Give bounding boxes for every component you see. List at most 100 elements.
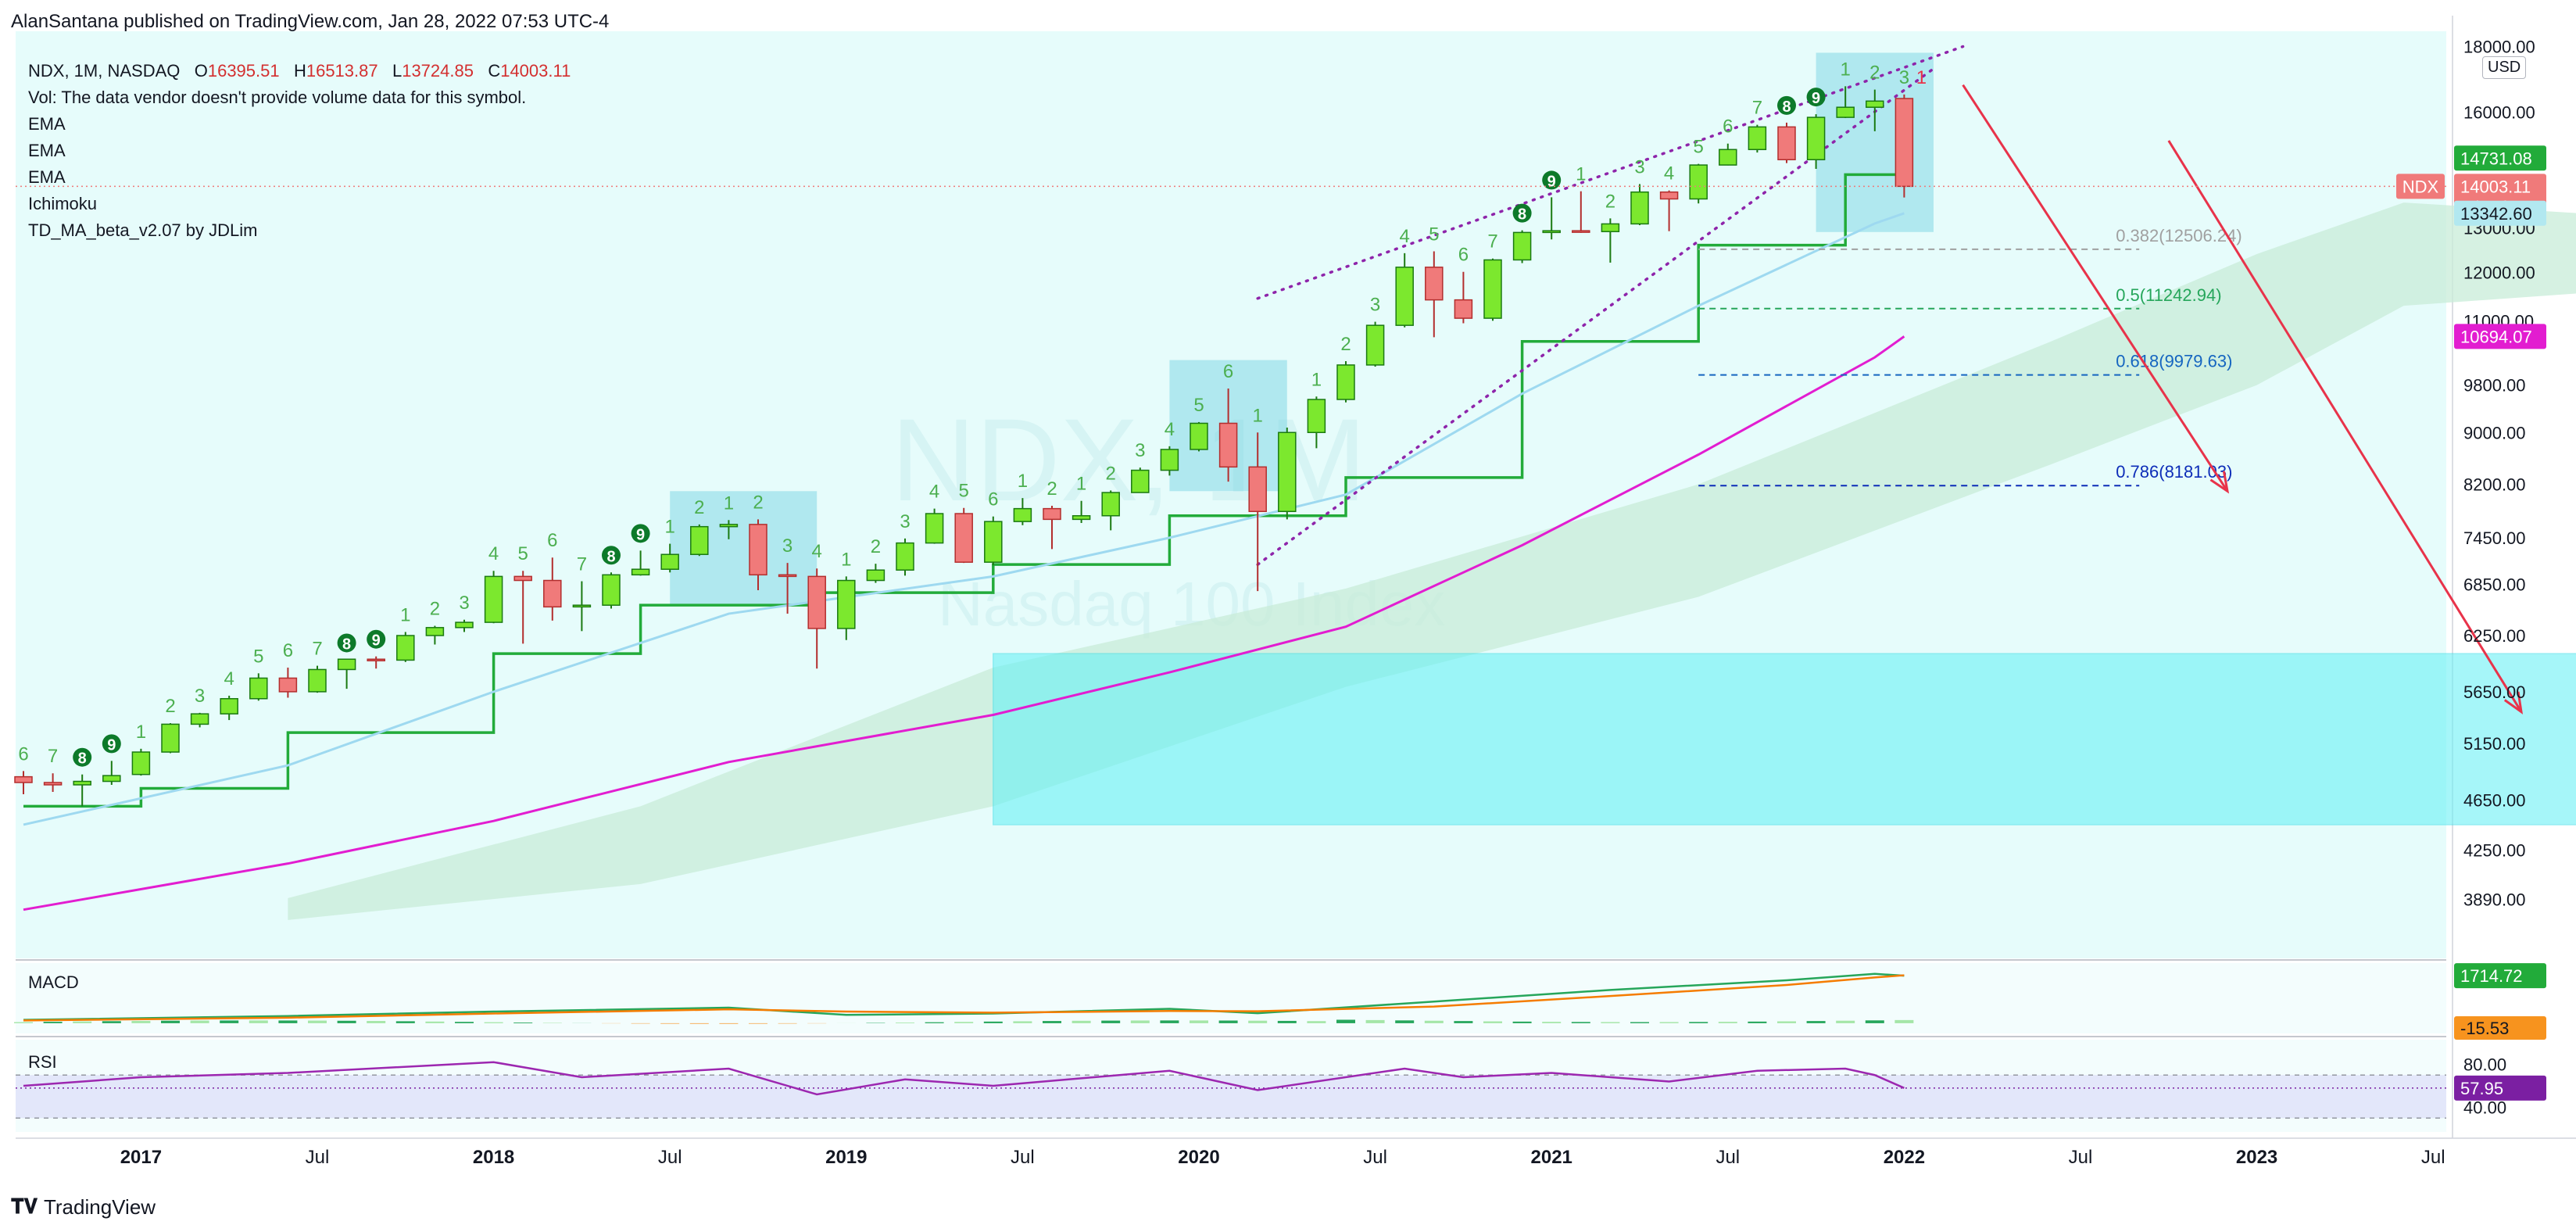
candle[interactable]	[1894, 98, 1914, 188]
candle[interactable]	[778, 574, 797, 578]
candle[interactable]	[896, 542, 914, 571]
macd-histogram-bar	[43, 1022, 63, 1023]
legend-ohlc-row[interactable]: NDX, 1M, NASDAQ O16395.51 H16513.87 L137…	[28, 58, 571, 84]
candle[interactable]	[602, 574, 621, 606]
legend-td-indicator[interactable]: TD_MA_beta_v2.07 by JDLim	[28, 220, 258, 240]
rsi-line[interactable]	[23, 1061, 1905, 1096]
candle[interactable]	[1043, 507, 1061, 521]
candle[interactable]	[1307, 399, 1326, 434]
candle[interactable]	[161, 723, 180, 753]
candle[interactable]	[14, 775, 33, 783]
candle[interactable]	[1395, 267, 1414, 326]
ema-line[interactable]	[23, 212, 1905, 826]
candle[interactable]	[1601, 223, 1620, 233]
candle[interactable]	[396, 635, 415, 661]
candle[interactable]	[1630, 191, 1649, 225]
ema-line[interactable]	[23, 335, 1905, 911]
candle[interactable]	[1190, 422, 1208, 450]
candle[interactable]	[337, 658, 356, 671]
candle[interactable]	[1836, 106, 1855, 118]
candle[interactable]	[1748, 126, 1767, 151]
candle[interactable]	[1278, 432, 1297, 513]
rsi-pane-label[interactable]: RSI	[28, 1052, 57, 1072]
candle[interactable]	[631, 568, 650, 576]
legend-ema-2[interactable]: EMA	[28, 141, 66, 160]
candle[interactable]	[367, 658, 385, 662]
macd-histogram-bar	[1836, 1020, 1855, 1023]
candle[interactable]	[1719, 149, 1737, 166]
candle[interactable]	[1013, 507, 1032, 522]
candle[interactable]	[1425, 267, 1444, 301]
target-zone-rect[interactable]	[993, 653, 2576, 826]
td-count: 4	[488, 543, 499, 564]
candle[interactable]	[1101, 492, 1120, 517]
candle[interactable]	[513, 575, 532, 582]
macd-pane-label[interactable]: MACD	[28, 972, 79, 992]
legend-ichimoku[interactable]: Ichimoku	[28, 194, 98, 213]
candle[interactable]	[572, 604, 592, 608]
highlight-box[interactable]	[1816, 52, 1934, 232]
candle[interactable]	[484, 575, 503, 623]
currency-label[interactable]: USD	[2482, 56, 2527, 79]
footer-brand[interactable]: 𝐓𝐕 TradingView	[11, 1194, 156, 1219]
candle[interactable]	[190, 713, 209, 725]
candle[interactable]	[73, 780, 91, 786]
candle[interactable]	[131, 751, 151, 775]
candle[interactable]	[690, 525, 709, 555]
candle[interactable]	[807, 575, 826, 629]
candle[interactable]	[719, 524, 739, 528]
candle[interactable]	[866, 569, 886, 582]
time-axis-tick: 2023	[2236, 1147, 2277, 1168]
candle[interactable]	[1866, 100, 1884, 108]
candle[interactable]	[1072, 515, 1091, 521]
candle[interactable]	[1218, 422, 1238, 468]
candle[interactable]	[43, 782, 63, 786]
candle[interactable]	[1542, 230, 1561, 234]
macd-histogram-bar	[1218, 1020, 1238, 1023]
legend-volume[interactable]: Vol: The data vendor doesn't provide vol…	[28, 88, 527, 107]
candle[interactable]	[249, 677, 268, 700]
legend-symbol[interactable]: NDX, 1M, NASDAQ	[28, 61, 181, 81]
candle[interactable]	[1365, 324, 1385, 366]
forecast-arrow[interactable]	[1962, 84, 2229, 492]
fib-level-label: 0.5(11242.94)	[2116, 285, 2221, 305]
candle[interactable]	[425, 627, 445, 636]
candle[interactable]	[1248, 466, 1267, 513]
candle[interactable]	[1659, 191, 1679, 200]
candle[interactable]	[455, 621, 474, 629]
candle[interactable]	[1160, 449, 1179, 471]
macd-signal-line[interactable]	[23, 974, 1905, 1022]
macd-histogram-bar	[1571, 1022, 1590, 1023]
time-axis-tick: 2018	[473, 1147, 514, 1168]
candle[interactable]	[1512, 231, 1532, 261]
candle[interactable]	[220, 698, 238, 714]
forecast-arrow[interactable]	[2167, 140, 2523, 713]
candle[interactable]	[278, 677, 298, 693]
candle[interactable]	[308, 668, 327, 693]
candle[interactable]	[925, 513, 944, 544]
candle[interactable]	[749, 524, 767, 576]
legend-ema-1[interactable]: EMA	[28, 114, 66, 134]
candle[interactable]	[1689, 164, 1708, 200]
candle[interactable]	[1572, 230, 1590, 233]
candle[interactable]	[837, 579, 856, 629]
candle[interactable]	[660, 553, 679, 570]
candle[interactable]	[1806, 116, 1826, 161]
candle[interactable]	[1483, 259, 1502, 319]
td-count-badge	[337, 633, 356, 653]
legend-ema-3[interactable]: EMA	[28, 167, 66, 187]
candle[interactable]	[1131, 469, 1150, 493]
candle[interactable]	[1454, 299, 1473, 319]
candle[interactable]	[1336, 364, 1355, 400]
macd-histogram-bar	[513, 1022, 533, 1023]
ema-mid-badge-bg	[2454, 200, 2546, 226]
candle[interactable]	[984, 521, 1003, 563]
candle[interactable]	[954, 513, 973, 563]
macd-line[interactable]	[23, 972, 1905, 1021]
candle[interactable]	[102, 775, 121, 783]
time-axis-tick: Jul	[306, 1147, 330, 1168]
candle[interactable]	[543, 579, 562, 608]
macd-badge-bg	[2454, 963, 2546, 989]
candle[interactable]	[1777, 126, 1796, 161]
